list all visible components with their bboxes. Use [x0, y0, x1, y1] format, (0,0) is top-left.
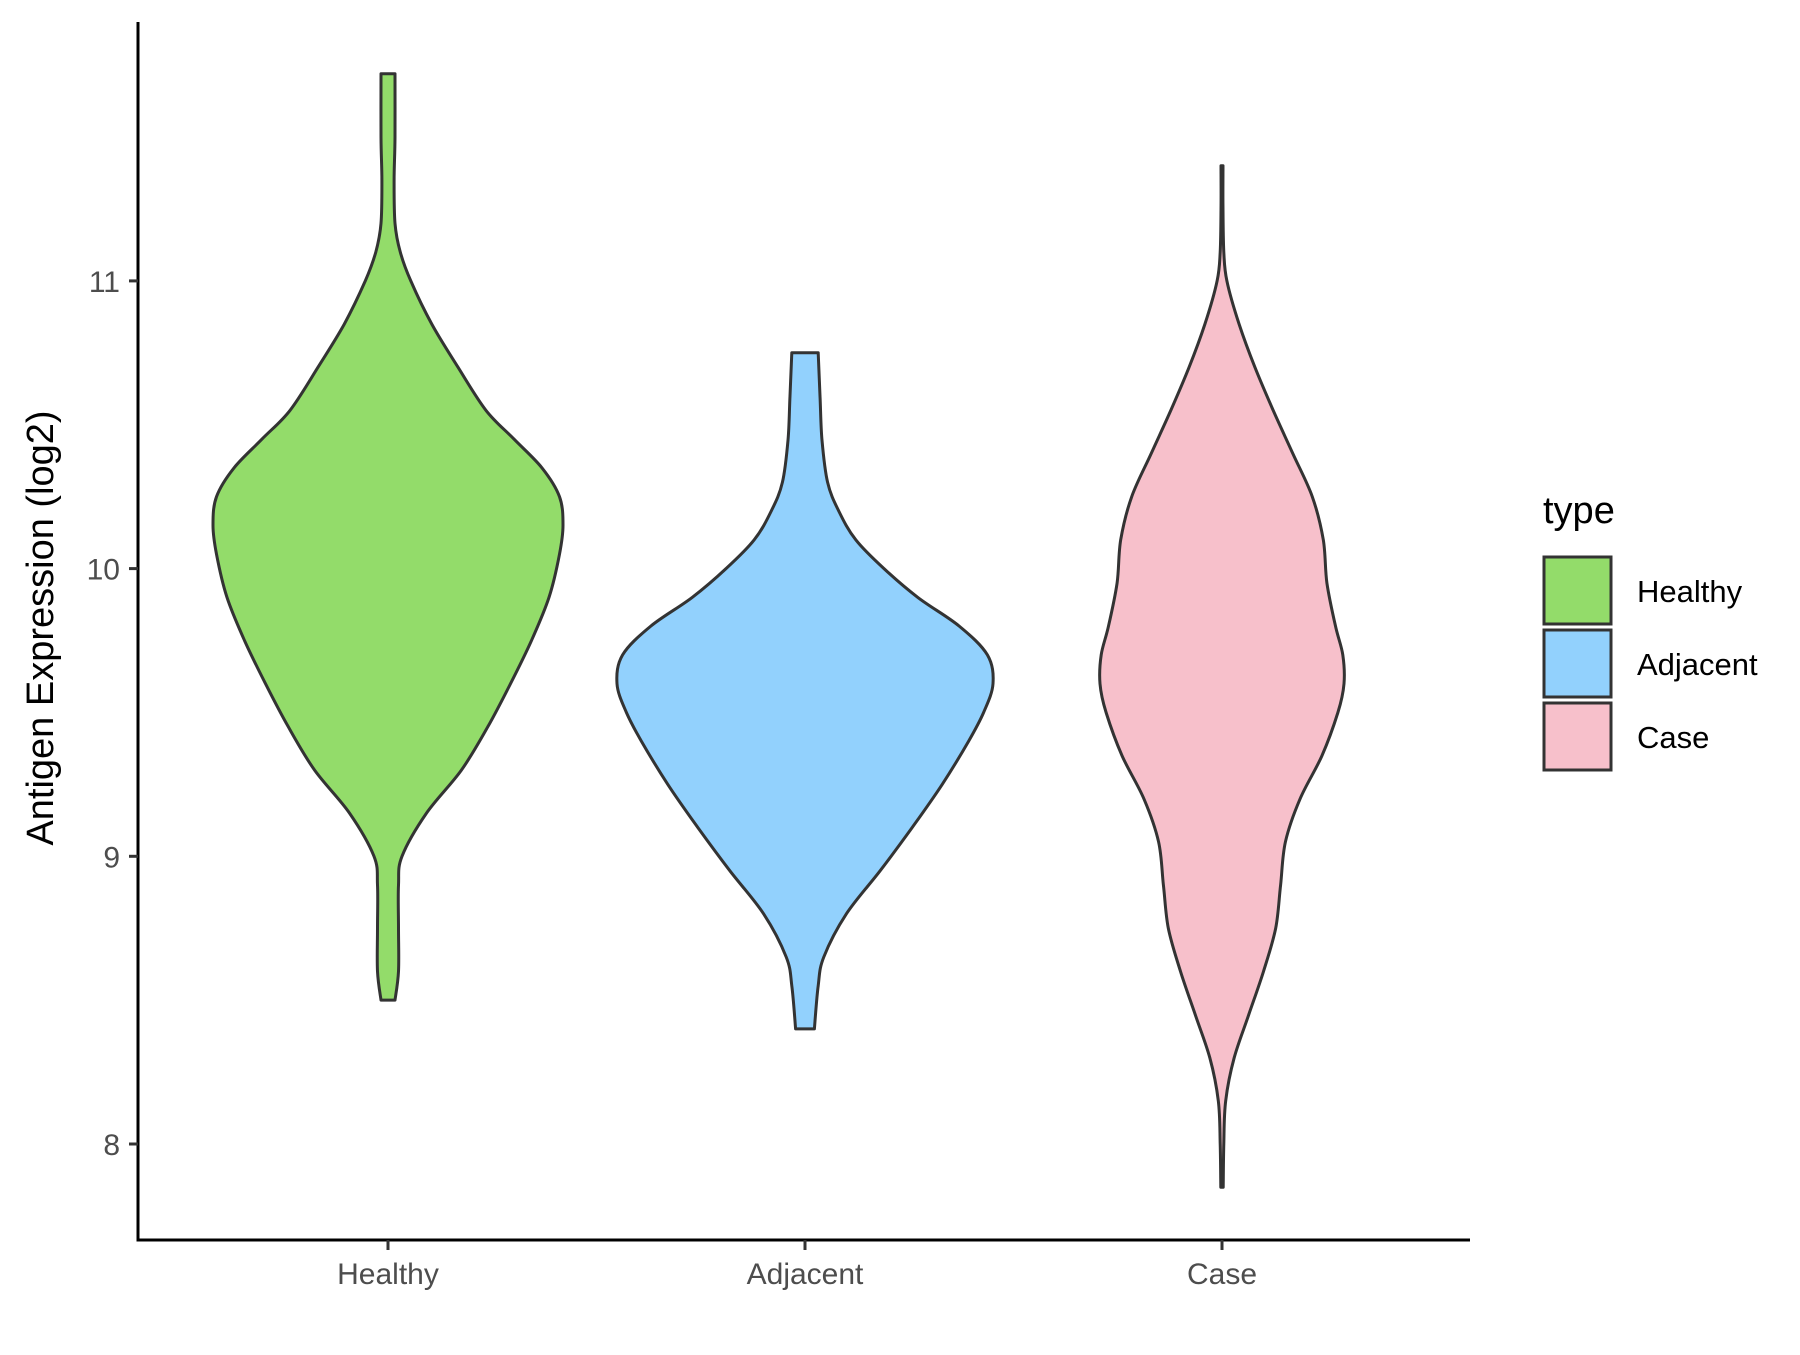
y-tick-label: 9: [103, 841, 120, 874]
y-tick-label: 11: [89, 266, 120, 299]
x-tick-label: Case: [1187, 1258, 1257, 1291]
legend-label-case: Case: [1637, 720, 1709, 755]
legend: type Healthy Adjacent Case: [1542, 490, 1758, 772]
y-axis-title: Antigen Expression (log2): [20, 410, 62, 845]
axes-layer: 8 9 10 11 Healthy Adjacent Case: [87, 22, 1470, 1291]
legend-label-healthy: Healthy: [1637, 574, 1743, 609]
legend-key-adjacent: [1542, 628, 1613, 699]
legend-label-adjacent: Adjacent: [1637, 647, 1758, 682]
violin-case: [1098, 164, 1346, 1189]
legend-key-case: [1542, 701, 1613, 772]
x-tick-label: Adjacent: [747, 1258, 864, 1291]
y-tick-label: 8: [103, 1129, 120, 1162]
x-tick-label: Healthy: [337, 1258, 439, 1291]
y-tick-label: 10: [87, 554, 120, 587]
violin-adjacent: [615, 351, 995, 1031]
legend-title: type: [1543, 490, 1615, 532]
legend-key-healthy: [1542, 555, 1613, 626]
violin-layer: [211, 72, 1346, 1189]
violin-healthy: [211, 72, 565, 1002]
